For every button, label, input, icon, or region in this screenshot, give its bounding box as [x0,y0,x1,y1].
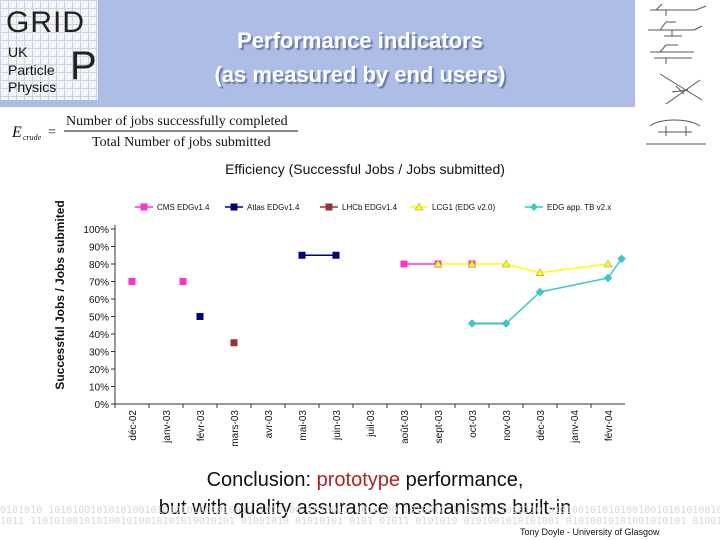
xtick-label-4: avr-03 [264,410,275,439]
logo-grid-text: GRID [6,6,85,39]
series-1-point-1 [298,251,306,259]
xtick-label-1: janv-03 [162,410,173,444]
slide-title: Performance indicators (as measured by e… [140,24,580,92]
ytick-label-7: 70% [89,278,109,289]
xtick-label-8: août-03 [400,410,411,444]
chart-ylabel: Successful Jobs / Jobs submited [53,200,67,389]
ytick-label-5: 50% [89,313,109,324]
series-1-point-0 [196,313,204,320]
xtick-label-0: déc-02 [128,410,139,441]
conclusion-line-2: but with quality assurance mechanisms bu… [158,497,572,519]
xtick-label-12: déc-03 [536,410,547,441]
formula-equals: = [48,125,56,140]
series-3-point-3 [535,268,545,276]
xtick-label-6: juin-03 [332,410,343,441]
ytick-label-3: 30% [89,348,109,359]
series-4-point-4 [617,254,626,263]
legend-label-3: LCG1 (EDG v2.0) [432,203,495,212]
legend-marker-2 [325,203,333,211]
series-0-point-1 [179,278,187,285]
efficiency-formula: E crude = Number of jobs successfully co… [11,114,298,150]
series-1-point-2 [332,251,340,259]
legend-label-4: EDG app. TB v2.x [547,203,611,212]
efficiency-chart: Efficiency (Successful Jobs / Jobs submi… [53,161,626,447]
xtick-label-9: sept-03 [434,410,445,444]
header-bar: GRID UK Particle Physics P Performance i… [0,0,635,107]
series-4-point-2 [536,288,544,296]
legend-marker-0 [140,203,148,211]
xtick-label-7: juil-03 [366,410,377,438]
ytick-label-6: 60% [89,295,109,306]
logo-particle-text: Particle [8,62,55,78]
legend-label-1: Atlas EDGv1.4 [247,203,300,212]
aircraft-sketches-icon [646,3,707,145]
ytick-label-1: 10% [89,383,109,394]
ytick-label-8: 80% [89,260,109,271]
legend-label-2: LHCb EDGv1.4 [342,203,398,212]
series-0-point-0 [128,278,136,285]
title-line-2: (as measured by end users) [214,62,506,87]
formula-numerator: Number of jobs successfully completed [66,114,288,129]
ytick-label-2: 20% [89,365,109,376]
xtick-label-3: mars-03 [230,410,241,447]
xtick-label-13: janv-04 [570,410,581,444]
binary-line-2: 1011 1101010010101001010010101010010101 … [0,516,720,527]
conclusion-text: Conclusion: prototype performance, but w… [80,466,650,522]
series-4-point-3 [604,274,612,282]
ytick-label-0: 0% [95,400,110,411]
formula-lhs: E [11,124,22,141]
ytick-label-9: 90% [89,243,109,254]
extra-point-0 [400,260,408,268]
gridpp-logo: GRID UK Particle Physics P [0,0,99,100]
logo-uk-text: UK [8,44,28,60]
series-3-point-0 [433,259,443,268]
conclusion-pre: Conclusion: [206,469,317,491]
series-4-point-0 [468,319,476,328]
xtick-label-2: févr-03 [196,410,207,442]
title-line-1: Performance indicators [237,28,483,53]
series-4-point-1 [502,319,510,328]
conclusion-highlight: prototype [316,469,401,491]
legend-label-0: CMS EDGv1.4 [157,203,210,212]
legend-marker-1 [230,203,238,211]
conclusion-line-1: Conclusion: prototype performance, [80,466,650,494]
chart-title: Efficiency (Successful Jobs / Jobs submi… [225,161,505,177]
binary-line-1: 0101010 10101001010101001010101010010100… [0,505,720,516]
ytick-label-4: 40% [89,330,109,341]
xtick-label-11: nov-03 [502,410,513,441]
footer-credit: Tony Doyle - University of Glasgow [520,527,660,537]
legend-marker-4 [530,203,538,211]
series-3-point-4 [603,259,613,268]
logo-physics-text: Physics [8,79,57,95]
legend-marker-3 [414,202,424,211]
xtick-label-10: oct-03 [468,410,479,438]
series-3-point-1 [467,259,477,268]
series-3-point-2 [501,259,511,268]
series-line-4 [472,258,623,325]
formula-lhs-sub: crude [23,133,42,142]
series-line-3 [438,263,609,274]
xtick-label-14: févr-04 [604,410,615,442]
xtick-label-5: mai-03 [298,410,309,441]
ytick-label-10: 100% [83,225,109,236]
conclusion-post: performance, [400,469,524,491]
logo-p-text: P [70,44,97,88]
series-2-point-0 [230,339,238,347]
formula-denominator: Total Number of jobs submitted [92,135,271,150]
binary-watermark: 0101010 10101001010101001010101010010100… [0,505,720,540]
